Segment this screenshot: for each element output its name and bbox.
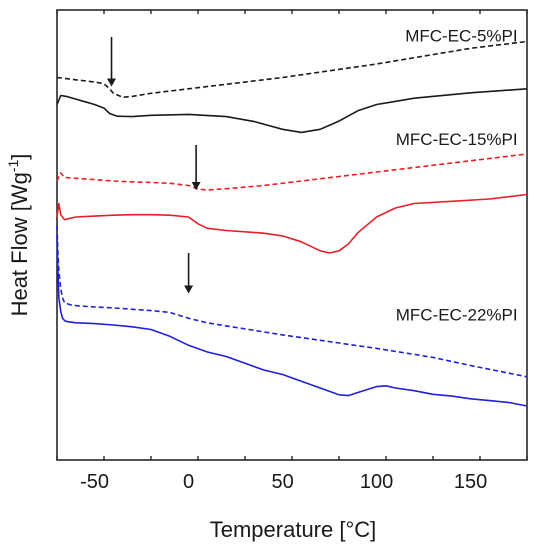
arrow-head (107, 78, 117, 87)
transition-arrow (184, 253, 194, 294)
x-tick-label: 50 (271, 471, 293, 493)
plot-area (56, 9, 528, 461)
x-tick-label: 150 (454, 471, 487, 493)
series-line-mfc-ec-22-pi-solid (56, 234, 528, 407)
series-label: MFC-EC-5%PI (405, 27, 517, 46)
transition-arrow (191, 145, 201, 190)
arrow-layer (107, 37, 201, 294)
y-axis-title-end: ] (7, 154, 32, 160)
series-label: MFC-EC-15%PI (396, 130, 518, 149)
y-axis-title-main: Heat Flow [Wg (7, 172, 32, 316)
arrow-head (184, 285, 194, 294)
y-axis-title: Heat Flow [Wg-1] (5, 154, 32, 317)
series-line-mfc-ec-15-pi-solid (56, 193, 528, 254)
x-tick-label: 0 (183, 471, 194, 493)
transition-arrow (107, 37, 117, 87)
series-label: MFC-EC-22%PI (396, 306, 518, 325)
x-tick-label: -50 (80, 471, 109, 493)
x-tick-label: 100 (360, 471, 393, 493)
series-line-mfc-ec-5-pi-solid (56, 88, 528, 134)
series-line-mfc-ec-22-pi-dashed (56, 225, 528, 378)
series-label-layer: MFC-EC-5%PI MFC-EC-15%PI MFC-EC-22%PI (396, 27, 518, 325)
plot-frame (56, 9, 528, 461)
series-line-mfc-ec-15-pi-dashed (56, 153, 528, 191)
x-axis-title: Temperature [°C] (210, 517, 377, 542)
y-axis-title-exponent: -1 (5, 159, 21, 172)
series-line-mfc-ec-5-pi-dashed (56, 40, 528, 99)
x-tick-layer: -50 0 50 100 150 (56, 10, 528, 493)
arrow-head (191, 182, 201, 190)
series-layer (56, 40, 528, 407)
